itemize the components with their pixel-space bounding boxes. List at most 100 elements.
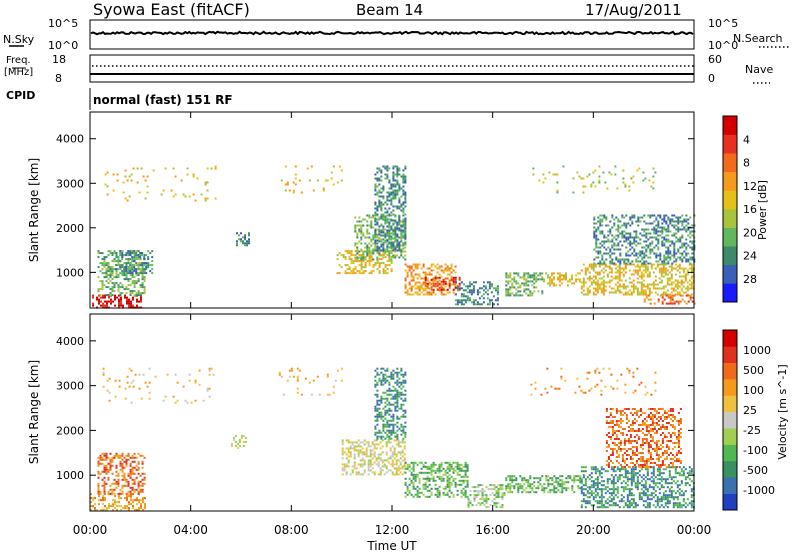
echo-cell [482,301,485,304]
echo-cell [472,291,475,294]
echo-cell [686,498,689,501]
echo-cell [586,496,589,499]
echo-cell [394,401,397,404]
echo-cell [596,279,599,282]
echo-cell [114,495,116,498]
echo-cell [603,260,606,263]
cpid-label: CPID [6,89,35,102]
echo-cell [607,252,610,255]
echo-cell [137,254,140,257]
echo-cell [399,453,402,456]
echo-cell [452,269,455,272]
echo-cell [349,445,352,448]
echo-cell [129,268,132,271]
echo-cell [354,216,357,219]
echo-cell [668,466,671,469]
echo-cell [133,276,136,279]
echo-cell [490,283,493,286]
echo-cell [691,300,694,303]
echo-cell [580,482,583,485]
echo-cell [442,271,445,274]
echo-cell [380,179,383,182]
echo-cell [535,477,538,480]
echo-cell [623,222,626,225]
echo-cell [436,263,439,266]
echo-cell [684,476,687,479]
echo-cell [637,256,640,259]
echo-cell [369,459,372,462]
echo-cell [382,254,385,257]
echo-cell [684,478,687,481]
echo-cell [366,230,369,233]
echo-cell [438,282,441,285]
echo-cell [531,489,534,492]
echo-cell [382,231,385,234]
echo-cell [121,478,124,481]
echo-cell [129,292,132,295]
echo-cell [640,285,643,288]
echo-cell [135,476,138,479]
echo-cell [404,193,407,196]
echo-cell [483,490,486,493]
echo-cell [482,289,485,292]
echo-cell [394,395,397,398]
echo-cell [488,287,491,290]
echo-cell [359,459,362,462]
echo-cell [126,179,129,182]
echo-cell [623,258,626,261]
echo-cell [206,181,209,184]
echo-cell [671,218,674,221]
echo-cell [669,302,672,305]
echo-cell [565,272,567,275]
echo-cell [426,286,429,289]
echo-cell [663,298,666,301]
echo-cell [595,236,598,239]
echo-cell [312,189,315,192]
echo-cell [631,236,634,239]
echo-cell [637,242,640,245]
echo-cell [401,441,404,444]
echo-cell [238,238,240,241]
echo-cell [642,474,645,477]
echo-cell [378,230,381,233]
echo-cell [121,462,124,465]
echo-cell [620,468,623,471]
echo-cell [422,471,425,474]
echo-cell [586,291,589,294]
echo-cell [641,246,644,249]
echo-cell [452,477,455,480]
echo-cell [432,477,435,480]
echo-cell [454,303,457,306]
echo-cell [390,252,393,255]
echo-cell [600,500,603,503]
echo-cell [619,262,622,265]
echo-cell [390,256,393,259]
echo-cell [380,254,383,257]
echo-cell [666,498,669,501]
echo-cell [527,479,530,482]
echo-cell [388,435,391,438]
echo-cell [382,262,385,265]
echo-cell [610,492,613,495]
echo-cell [658,492,661,495]
echo-cell [118,294,120,297]
echo-cell [130,503,132,506]
echo-cell [338,272,341,275]
echo-cell [434,284,437,287]
echo-cell [125,268,128,271]
echo-cell [133,456,136,459]
echo-cell [614,277,617,280]
echo-cell [128,302,130,305]
echo-cell [621,244,624,247]
echo-cell [112,503,114,506]
echo-cell [618,271,621,274]
echo-cell [127,454,130,457]
echo-cell [402,203,405,206]
echo-cell [596,291,599,294]
echo-cell [477,502,480,505]
echo-cell [103,276,106,279]
echo-cell [620,271,623,274]
echo-cell [400,236,403,239]
echo-cell [539,477,542,480]
echo-cell [390,429,393,432]
